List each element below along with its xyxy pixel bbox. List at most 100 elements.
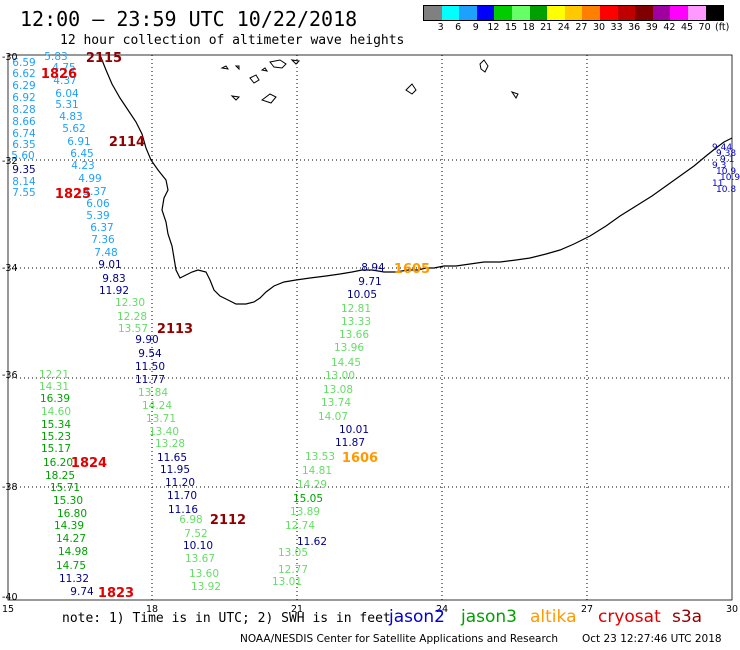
map-frame — [7, 54, 733, 601]
swh-value: 13.40 — [149, 426, 179, 438]
legend-swatch — [494, 6, 512, 20]
swh-value: 6.59 — [12, 57, 35, 69]
swh-value: 14.39 — [54, 520, 84, 532]
satellite-jason3: jason3 — [461, 607, 517, 627]
swh-value: 11.92 — [99, 285, 129, 297]
swh-value: 13.60 — [189, 568, 219, 580]
swh-value: 13.74 — [321, 397, 351, 409]
swh-value: 6.37 — [90, 222, 113, 234]
legend-swatch — [511, 6, 530, 20]
legend-label: 30 — [592, 22, 606, 33]
swh-value: 15.05 — [293, 493, 323, 505]
swh-value: 6.29 — [12, 80, 35, 92]
swh-value: 9.71 — [358, 276, 381, 288]
swh-value: 8.14 — [12, 176, 36, 188]
latitude-labels: -30 -32 -34 -36 -38 -40 — [2, 52, 18, 603]
legend-label: (ft) — [715, 22, 730, 33]
legend-swatch — [441, 6, 460, 20]
legend-label: 36 — [628, 22, 641, 33]
legend-label: 21 — [540, 22, 553, 33]
swh-value: 10.9 — [720, 173, 740, 183]
legend-swatch — [617, 6, 636, 20]
satellite-jason2: jason2 — [389, 607, 445, 627]
swh-value: 14.75 — [56, 560, 86, 572]
swh-value: 12.28 — [117, 311, 147, 323]
swh-value: 5.60 — [11, 150, 34, 162]
swh-value: 11.87 — [335, 437, 365, 449]
swh-value: 5.39 — [86, 210, 109, 222]
legend-swatch — [599, 6, 618, 20]
swh-value: 12.74 — [285, 520, 315, 532]
swh-value: 13.71 — [146, 413, 176, 425]
swh-value: 12.30 — [115, 297, 145, 309]
legend-label: 18 — [522, 22, 535, 33]
swh-value: 13.00 — [325, 370, 355, 382]
swh-value: 14.45 — [331, 357, 361, 369]
swh-value: 5.83 — [44, 51, 67, 63]
swh-value: 9.3 — [712, 161, 726, 171]
longitude-labels: 15 18 21 24 27 30 — [2, 604, 738, 615]
swh-value: 14.27 — [56, 533, 86, 545]
lat-label: -40 — [2, 592, 18, 603]
swh-value: 6.91 — [67, 136, 90, 148]
swh-value: 7.52 — [184, 528, 207, 540]
swh-value: 8.94 — [361, 262, 385, 274]
legend-swatch — [652, 6, 671, 20]
swh-value: 18.25 — [45, 470, 75, 482]
swh-value: 15.23 — [41, 431, 71, 443]
pass-time-label: 1823 — [98, 586, 134, 601]
swh-value: 6.04 — [55, 88, 79, 100]
legend-swatch — [582, 6, 600, 20]
legend-label: 9 — [472, 22, 479, 33]
swh-value: 11.62 — [297, 536, 327, 548]
pass-labels: 2115 1826 2114 1825 2113 1824 2112 1823 1605 1606 — [41, 51, 430, 601]
legend-swatch — [476, 6, 495, 20]
swh-value: 9.44 — [712, 143, 732, 153]
swh-value: 9.54 — [138, 348, 162, 360]
swh-value: 11.32 — [59, 573, 89, 585]
swh-value: 13.53 — [305, 451, 335, 463]
swh-value: 14.98 — [58, 546, 88, 558]
swh-value: 9.90 — [135, 334, 158, 346]
swh-value: 11.20 — [165, 477, 195, 489]
legend-swatches — [423, 5, 725, 21]
swh-value: 6.74 — [12, 128, 36, 140]
swh-value: 13.66 — [339, 329, 369, 341]
lat-label: -38 — [2, 482, 18, 493]
swh-value: 9.01 — [98, 259, 121, 271]
swh-value: 9.35 — [12, 164, 35, 176]
swh-value: 4.23 — [71, 160, 94, 172]
legend-label: 24 — [557, 22, 570, 33]
lon-label: 21 — [291, 604, 303, 615]
swh-value: 13.84 — [138, 387, 168, 399]
swh-value: 6.98 — [179, 514, 202, 526]
swh-value: 15.30 — [53, 495, 83, 507]
swh-value: 8.28 — [12, 104, 35, 116]
swh-value: 12.77 — [278, 564, 308, 576]
legend-label: 70 — [698, 22, 711, 33]
swh-value: 11.95 — [160, 464, 190, 476]
legend-swatch — [635, 6, 653, 20]
swh-value: 16.39 — [40, 393, 70, 405]
swh-value: 14.24 — [142, 400, 172, 412]
legend-label: 6 — [455, 22, 462, 33]
swh-value: 11.65 — [157, 452, 187, 464]
swh-value: 6.45 — [70, 148, 93, 160]
swh-value: 11.16 — [168, 504, 198, 516]
swh-value: 15.17 — [41, 443, 71, 455]
swh-value: 14.81 — [302, 465, 332, 477]
swh-value: 5.37 — [83, 186, 106, 198]
pass-time-label: 2113 — [157, 322, 193, 337]
lat-label: -32 — [2, 156, 18, 167]
satellite-altika: altika — [530, 607, 577, 627]
swh-value: 11.77 — [135, 374, 165, 386]
islands — [220, 59, 519, 104]
lat-label: -36 — [2, 370, 18, 381]
legend-label: 15 — [504, 22, 518, 33]
swh-value: 14.29 — [297, 479, 327, 491]
legend-label: 42 — [663, 22, 676, 33]
swh-value: 13.57 — [118, 323, 148, 335]
legend-label: 39 — [645, 22, 658, 33]
credit-line: NOAA/NESDIS Center for Satellite Applica… — [240, 633, 558, 645]
